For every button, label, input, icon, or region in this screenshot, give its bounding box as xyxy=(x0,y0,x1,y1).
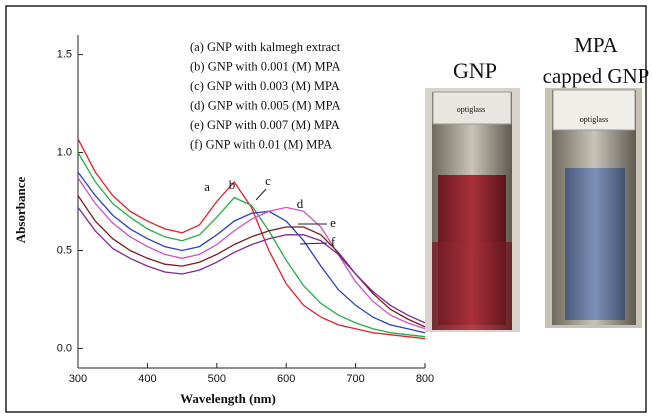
series-line xyxy=(77,152,426,338)
photo-label: capped GNP xyxy=(543,64,650,88)
cuvette-liquid xyxy=(565,168,625,320)
series-line xyxy=(77,195,426,328)
x-tick-label: 300 xyxy=(69,373,87,385)
y-tick-label: 1.5 xyxy=(57,48,72,60)
y-tick-label: 1.0 xyxy=(57,146,72,158)
x-tick-label: 700 xyxy=(346,373,364,385)
curve-label: e xyxy=(330,215,336,230)
x-tick-label: 600 xyxy=(277,373,295,385)
y-tick-label: 0.5 xyxy=(57,244,72,256)
label-pointer xyxy=(255,188,267,201)
x-axis-label: Wavelength (nm) xyxy=(180,391,276,406)
cuvette-cap xyxy=(552,89,636,131)
mpa-cuvette-photo xyxy=(545,88,642,328)
x-tick-label: 400 xyxy=(138,373,156,385)
series-line xyxy=(77,207,426,324)
legend-entry: (f) GNP with 0.01 (M) MPA xyxy=(190,137,332,151)
legend-entry: (e) GNP with 0.007 (M) MPA xyxy=(190,118,340,132)
y-axis-label: Absorbance xyxy=(13,177,28,244)
figure-frame xyxy=(5,5,647,413)
curve-label: b xyxy=(229,177,236,192)
y-tick-label: 0.0 xyxy=(57,342,72,354)
curve-label: a xyxy=(204,179,210,194)
cuvette-text: optiglass xyxy=(457,105,485,114)
series-line xyxy=(77,177,426,330)
series-line xyxy=(77,138,426,340)
photo-label: GNP xyxy=(453,58,497,83)
gnp-cuvette-photo xyxy=(425,88,520,332)
curve-label: d xyxy=(297,196,304,211)
label-pointer xyxy=(299,242,328,245)
legend-entry: (a) GNP with kalmegh extract xyxy=(190,40,341,54)
curve-label: f xyxy=(331,234,336,249)
series-line xyxy=(77,171,426,334)
legend-entry: (b) GNP with 0.001 (M) MPA xyxy=(190,59,340,73)
cuvette-text: optiglass xyxy=(580,115,608,124)
cuvette-liquid xyxy=(432,242,512,330)
x-tick-label: 800 xyxy=(416,373,434,385)
legend-entry: (d) GNP with 0.005 (M) MPA xyxy=(190,98,340,112)
cuvette-cap xyxy=(432,91,512,125)
curve-label: c xyxy=(265,173,271,188)
photo-label: MPA xyxy=(574,33,618,57)
legend-entry: (c) GNP with 0.003 (M) MPA xyxy=(190,79,340,93)
x-tick-label: 500 xyxy=(208,373,226,385)
